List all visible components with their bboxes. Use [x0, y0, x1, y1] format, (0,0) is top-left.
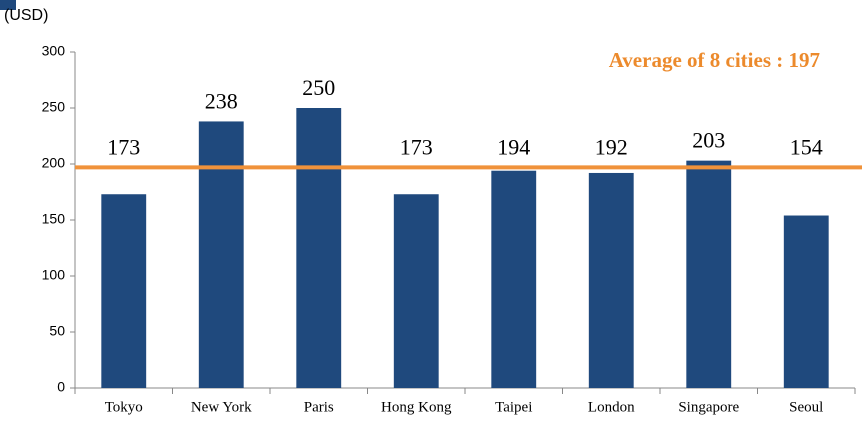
bar	[783, 215, 829, 388]
y-tick-label: 150	[42, 211, 66, 227]
bar	[296, 108, 342, 388]
y-tick-label: 200	[42, 155, 66, 171]
bar	[686, 160, 732, 388]
x-tick-label: Tokyo	[105, 399, 143, 415]
x-tick-label: London	[588, 399, 635, 415]
bar	[588, 172, 634, 388]
x-tick-label: Hong Kong	[381, 399, 452, 415]
value-label: 238	[205, 88, 238, 113]
x-tick-label: Seoul	[789, 399, 823, 415]
title-marker	[0, 0, 16, 10]
value-label: 173	[107, 134, 140, 159]
y-tick-label: 300	[42, 43, 66, 59]
bar	[101, 194, 147, 388]
value-label: 194	[497, 134, 530, 159]
value-label: 173	[400, 134, 433, 159]
bar	[393, 194, 439, 388]
value-label: 154	[790, 134, 823, 159]
y-tick-label: 50	[49, 323, 65, 339]
y-tick-label: 250	[42, 99, 66, 115]
x-tick-label: Paris	[304, 399, 334, 415]
bar	[491, 170, 537, 388]
x-tick-label: Taipei	[495, 399, 532, 415]
bar	[198, 121, 244, 388]
value-label: 192	[595, 134, 628, 159]
x-tick-label: New York	[191, 399, 252, 415]
y-tick-label: 0	[57, 379, 65, 395]
x-tick-label: Singapore	[678, 399, 739, 415]
annotation: Average of 8 cities : 197	[609, 48, 820, 72]
value-label: 203	[692, 128, 725, 153]
value-label: 250	[302, 75, 335, 100]
y-axis-label: (USD)	[4, 7, 48, 24]
y-tick-label: 100	[42, 267, 66, 283]
